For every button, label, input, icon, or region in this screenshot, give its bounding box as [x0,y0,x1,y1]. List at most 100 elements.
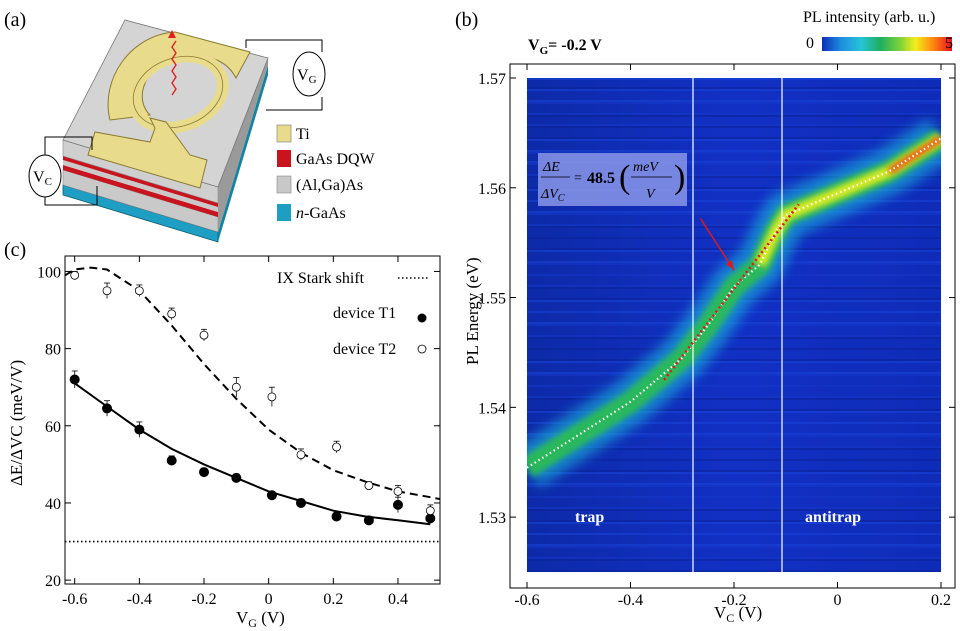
data-point-t2 [267,392,277,402]
data-point-t2 [134,286,144,296]
vc-wire-2 [44,186,98,206]
layer-gaas-dqw-2 [63,156,218,207]
photon-arrow-head [168,30,176,38]
annotation-arrow [699,218,735,271]
heatmap-streak [527,483,941,485]
data-point-t1 [231,472,242,483]
series-line-device-t2-fit [64,266,441,501]
data-point-t1 [363,515,374,526]
panel-b-ylabel: PL Energy (eV) [463,257,482,365]
legend-t1-marker [417,313,427,323]
data-point-t1 [266,490,277,501]
data-point-t2 [393,486,403,496]
heatmap-streak [527,224,941,226]
data-point-t1 [134,424,145,435]
y-tick-label: 100 [37,264,61,281]
annotation-arrow-head [725,260,734,271]
ti-gate-stem [87,117,208,189]
heatmap-streak [527,337,941,339]
heatmap-streak [527,422,941,424]
annotation-rparen: ) [674,159,685,196]
annotation-unit-bottom: V [646,187,656,202]
colorbar-title: PL intensity (arb. u.) [803,9,935,26]
y-tick-label: 1.53 [478,510,506,527]
vg-source [292,51,326,97]
heatmap [527,78,941,572]
heatmap-streak [527,213,941,215]
heatmap-streak [527,115,941,117]
panel-b-vg-note: VG= -0.2 V [528,37,602,57]
heatmap-streak [527,507,941,509]
heatmap-streak [527,446,941,448]
x-tick-label: 0 [834,592,842,609]
heatmap-streak [527,372,941,374]
panel-c-ylabel: ΔE/ΔVC (meV/V) [7,360,26,486]
legend-device-t2: device T2 [333,341,396,358]
panel-c-axes-frame [64,255,441,585]
heatmap-streak [527,113,941,115]
heatmap-streak [527,102,941,104]
data-point-t1 [331,511,342,522]
legend-label-ti: Ti [296,126,310,143]
panel-c-xlabel: VG (V) [236,608,285,630]
annotation-box [538,153,687,206]
vc-source [28,154,62,198]
data-point-t2 [102,286,112,296]
y-tick-label: 1.55 [478,291,506,308]
panel-a-label: (a) [4,9,26,31]
heatmap-streak [527,176,941,178]
panel-b-label: (b) [455,9,478,31]
data-point-t1 [392,499,403,510]
legend-swatch-gaas-dqw [277,150,291,167]
heatmap-streak [527,459,941,461]
heatmap-streak [527,124,941,126]
heatmap-streak [527,448,941,450]
heatmap-streak [527,433,941,435]
x-tick-label: -0.2 [191,591,216,608]
data-point-t2 [167,309,177,319]
heatmap-streak [527,411,941,413]
y-tick-label: 60 [45,419,61,436]
heatmap-streak [527,546,941,548]
panel-b-ticks: -0.6 -0.4 -0.2 0 0.2 1.53 1.54 1.55 1.56 1.57 [478,64,955,609]
panel-c-label: (c) [4,239,26,261]
y-tick-label: 40 [45,496,61,513]
x-tick-label: 0.4 [388,591,408,608]
region-trap-label: trap [575,509,604,526]
heatmap-streak [527,409,941,411]
panel-c-ticks: -0.6 -0.4 -0.2 0 0.2 0.4 20 40 60 80 100 [37,256,440,608]
y-tick-label: 1.54 [478,400,506,417]
y-tick-label: 1.57 [478,71,506,88]
legend-t2-marker [417,344,427,354]
series-line-device-t1-fit [74,382,431,526]
heatmap-streak [527,126,941,128]
heatmap-streak [527,78,941,80]
panel-c: (c) -0.6 -0.4 -0.2 0 0.2 0.4 20 40 60 80 100 VG (V… [4,239,441,630]
heatmap-streak [527,509,941,511]
heatmap-streak [527,100,941,102]
heatmap-streak [527,187,941,189]
heatmap-streak [527,522,941,524]
panel-a-legend: Ti GaAs DQW (Al,Ga)As n-GaAs [276,124,376,222]
heatmap-streak [527,520,941,522]
panel-c-points [69,270,436,526]
x-tick-label: 0 [265,591,273,608]
legend-label-algaas: (Al,Ga)As [296,177,363,194]
heatmap-overlay [527,137,941,469]
layer-gaas-dqw [63,165,218,217]
substrate-ngaas-side [218,65,268,242]
heatmap-streak [527,398,941,400]
panel-b: (b) VG= -0.2 V PL intensity (arb. u.) 0 … [455,9,956,625]
heatmap-streak [527,189,941,191]
panel-a: (a) VG VC Ti GaAs DQW [4,9,376,243]
stark-fit-line [663,203,800,381]
photon-emission-arrow [171,40,177,96]
heatmap-streak [527,533,941,535]
data-point-t1 [69,374,80,385]
heatmap-streak [527,150,941,152]
vc-source-label: VC [33,169,52,188]
x-tick-label: -0.2 [721,592,746,609]
annotation-frac-top: ΔE [542,160,560,175]
data-point-t2 [364,481,374,491]
